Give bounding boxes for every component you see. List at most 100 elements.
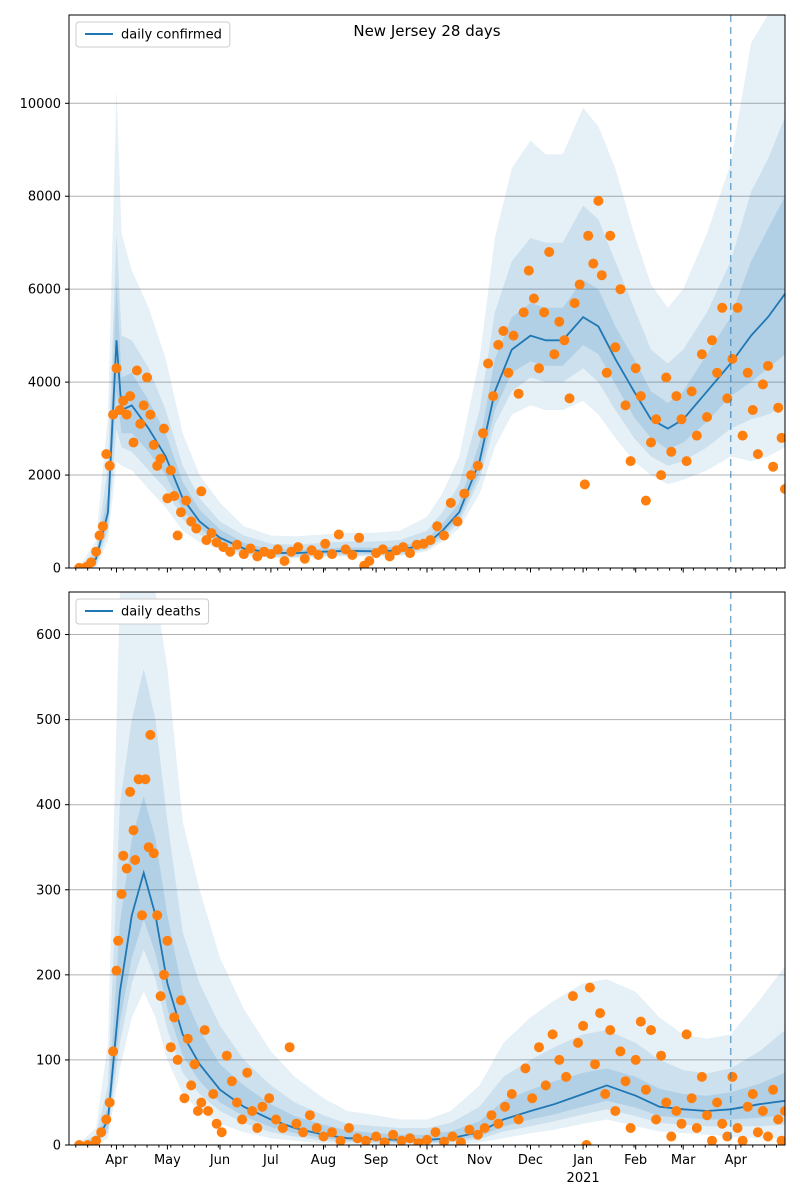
- data-point: [293, 542, 304, 553]
- x-tick-label: May: [154, 1153, 181, 1168]
- data-point: [111, 363, 122, 374]
- data-point: [601, 367, 612, 378]
- x-tick-label: Jun: [209, 1153, 230, 1168]
- data-point: [581, 1140, 592, 1145]
- data-point: [432, 521, 443, 532]
- data-point: [116, 889, 127, 899]
- data-point: [559, 335, 570, 346]
- data-point: [776, 1135, 785, 1145]
- data-point: [569, 298, 580, 309]
- x-tick-label: Mar: [671, 1153, 696, 1168]
- data-point: [344, 1123, 354, 1133]
- data-point: [513, 1114, 524, 1125]
- data-point: [413, 1138, 424, 1145]
- y-tick-label: 2000: [28, 469, 61, 484]
- data-point: [615, 284, 626, 295]
- data-point: [635, 391, 646, 402]
- x-tick-label: Jul: [262, 1153, 279, 1168]
- data-point: [523, 265, 534, 276]
- data-point: [298, 1127, 309, 1138]
- data-point: [125, 786, 136, 797]
- data-point: [727, 1071, 738, 1082]
- data-point: [707, 1135, 717, 1145]
- data-point: [732, 1123, 743, 1133]
- data-point: [459, 488, 470, 499]
- data-point: [732, 302, 743, 313]
- x-tick-label: Dec: [518, 1153, 543, 1168]
- data-point: [352, 1133, 363, 1144]
- data-point: [513, 388, 524, 399]
- confirmed-legend-box: [75, 21, 231, 48]
- data-point: [661, 372, 672, 383]
- data-point: [518, 307, 529, 318]
- confirmed-points: [74, 195, 785, 568]
- data-point: [773, 1114, 784, 1125]
- data-point: [211, 1118, 222, 1129]
- data-point: [313, 550, 324, 560]
- data-point: [257, 1101, 268, 1112]
- deaths-grid: [69, 634, 785, 1061]
- data-point: [722, 393, 733, 404]
- confirmed-panel: 0 2000 4000 6000 8000 10000 New Jersey 28 day…: [20, 14, 786, 577]
- data-point: [742, 367, 753, 378]
- data-point: [498, 326, 509, 336]
- data-point: [284, 1042, 295, 1053]
- data-point: [318, 1131, 329, 1142]
- middle-band: [79, 668, 785, 1145]
- data-point: [113, 935, 124, 946]
- data-point: [186, 1080, 197, 1091]
- data-point: [574, 279, 585, 290]
- data-point: [605, 1025, 616, 1036]
- data-point: [630, 363, 641, 374]
- x-tick-label: Apr: [725, 1153, 748, 1168]
- data-point: [140, 774, 151, 785]
- data-point: [561, 1071, 572, 1082]
- data-point: [656, 1050, 667, 1061]
- data-point: [605, 230, 616, 241]
- data-point: [159, 969, 169, 980]
- data-point: [676, 414, 687, 425]
- data-point: [780, 484, 785, 494]
- data-point: [573, 1037, 583, 1048]
- data-point: [702, 1110, 712, 1121]
- data-point: [333, 529, 344, 540]
- data-point: [118, 850, 129, 861]
- data-point: [620, 1076, 631, 1087]
- data-point: [252, 1123, 263, 1133]
- data-point: [191, 523, 202, 534]
- data-point: [148, 439, 159, 450]
- data-point: [196, 1097, 207, 1108]
- data-point: [439, 530, 449, 541]
- data-point: [271, 1114, 281, 1125]
- data-point: [681, 456, 692, 467]
- data-point: [425, 535, 436, 546]
- data-point: [148, 848, 159, 859]
- data-point: [590, 1059, 600, 1070]
- data-point: [707, 335, 717, 346]
- data-point: [360, 1135, 371, 1145]
- data-point: [737, 1135, 748, 1145]
- data-point: [583, 230, 594, 241]
- x-tick-label: Oct: [416, 1153, 438, 1168]
- data-point: [82, 1140, 93, 1145]
- data-point: [172, 530, 183, 541]
- data-point: [696, 349, 707, 360]
- data-point: [216, 1127, 227, 1138]
- data-point: [165, 1042, 176, 1053]
- data-point: [245, 543, 256, 554]
- data-point: [137, 910, 147, 921]
- data-point: [472, 1129, 483, 1140]
- data-point: [651, 1114, 662, 1125]
- chart-title: New Jersey 28 days: [353, 22, 500, 40]
- x-tick-label: Sep: [364, 1153, 389, 1168]
- data-point: [172, 1054, 183, 1065]
- data-point: [479, 1123, 490, 1133]
- data-point: [388, 1129, 399, 1140]
- data-point: [625, 1123, 636, 1133]
- data-point: [192, 1106, 203, 1116]
- data-point: [277, 1123, 288, 1133]
- data-point: [104, 1097, 115, 1108]
- data-point: [128, 437, 139, 448]
- data-point: [377, 544, 388, 555]
- data-point: [74, 1140, 85, 1145]
